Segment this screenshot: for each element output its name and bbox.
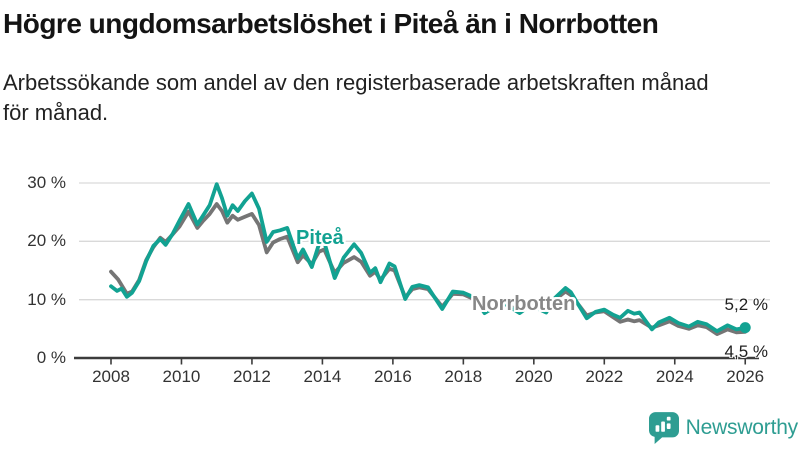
x-axis-label: 2022 [585,367,624,386]
chart-subtitle-line2: för månad. [3,100,109,125]
x-axis-label: 2010 [162,367,201,386]
x-axis-label: 2024 [655,367,694,386]
x-axis-label: 2008 [92,367,130,386]
x-axis-label: 2012 [233,367,271,386]
newsworthy-logo[interactable]: Newsworthy [648,411,799,445]
y-axis-label: 10 % [27,289,66,309]
chart-subtitle-line1: Arbetssökande som andel av den registerb… [3,70,709,95]
y-axis-label: 20 % [27,231,66,251]
newsworthy-logo-icon [648,412,679,444]
x-axis-label: 2016 [373,367,412,386]
page-title: Högre ungdomsarbetslöshet i Piteå än i N… [3,8,659,39]
x-axis-label: 2020 [514,367,553,386]
x-axis-label: 2014 [303,367,342,386]
end-value-norrbotten: 4,5 % [724,342,768,361]
chart-subtitle: Arbetssökande som andel av den registerb… [3,68,783,128]
x-axis-label: 2026 [726,367,765,386]
x-axis-label: 2018 [444,367,483,386]
y-axis-label: 0 % [36,348,66,367]
end-value-pitea: 5,2 % [724,295,768,314]
newsworthy-logo-text: Newsworthy [685,416,799,439]
y-axis-label: 30 % [27,173,66,192]
series-label-pitea: Piteå [296,227,344,249]
series-label-norrbotten: Norrbotten [472,293,576,315]
